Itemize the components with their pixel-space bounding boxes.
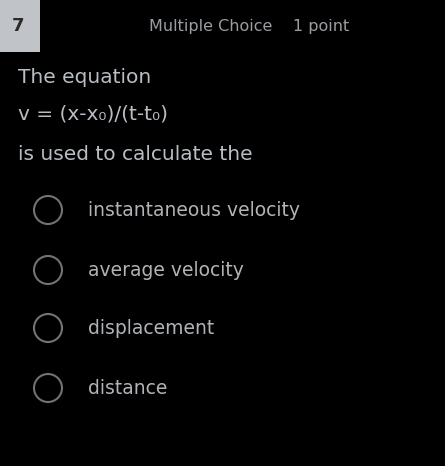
Text: displacement: displacement [88, 318, 214, 337]
Text: is used to calculate the: is used to calculate the [18, 145, 253, 164]
Text: 7: 7 [12, 17, 24, 35]
Text: distance: distance [88, 378, 167, 397]
FancyBboxPatch shape [0, 0, 40, 52]
Text: v = (x-x₀)/(t-t₀): v = (x-x₀)/(t-t₀) [18, 105, 168, 124]
Text: The equation: The equation [18, 68, 151, 87]
Text: Multiple Choice    1 point: Multiple Choice 1 point [149, 19, 349, 34]
Text: average velocity: average velocity [88, 260, 244, 280]
Text: instantaneous velocity: instantaneous velocity [88, 200, 300, 219]
